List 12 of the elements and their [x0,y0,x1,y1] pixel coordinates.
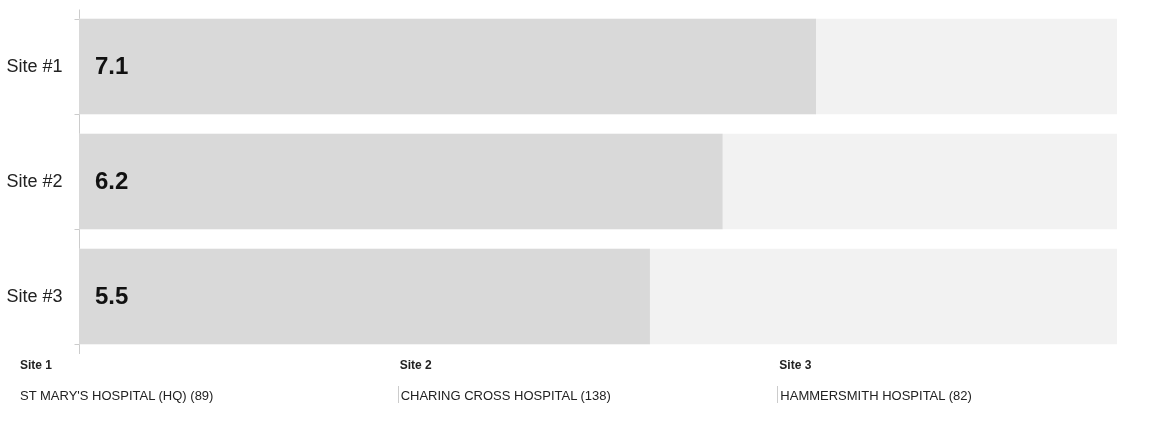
y-tick-label: Site #1 [6,56,63,76]
data-label: 5.5 [95,281,129,309]
text: HAMMERSMITH HOSPITAL (82) [777,386,1157,403]
text: Site 1 [19,358,53,372]
text: Site 2 [398,358,433,372]
data-label: 7.1 [95,51,129,79]
data-label: 6.2 [95,166,129,194]
y-tick-label: Site #2 [6,171,63,191]
text: ST MARY'S HOSPITAL (HQ) (89) [19,387,215,403]
text: Site 3 [778,358,813,372]
text: CHARING CROSS HOSPITAL (138) [397,386,778,403]
y-tick-label: Site #3 [6,286,63,306]
